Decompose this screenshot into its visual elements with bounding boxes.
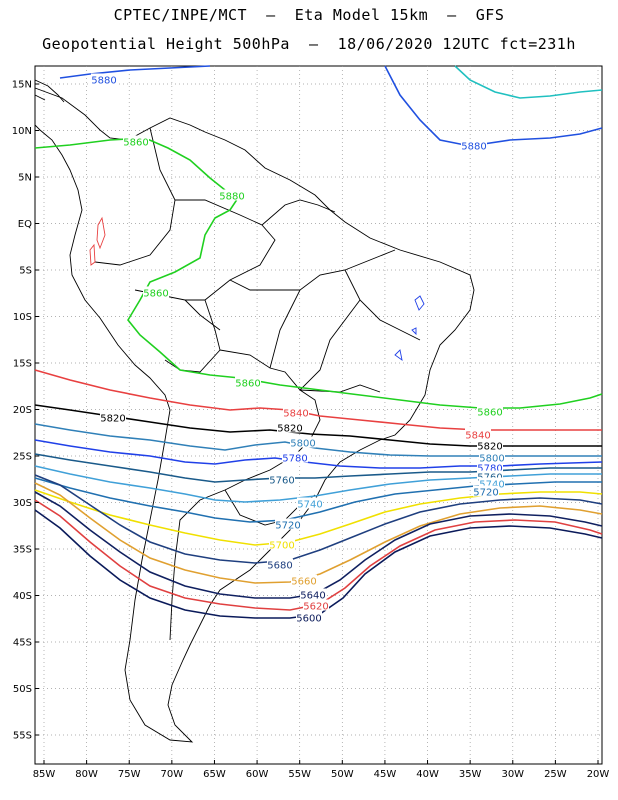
galapagos bbox=[89, 216, 106, 266]
contour-label-bg bbox=[269, 473, 295, 485]
contour-label: 5740 bbox=[479, 480, 504, 491]
lat-tick-label: EQ bbox=[18, 219, 32, 230]
contour-5680 bbox=[34, 474, 603, 564]
lon-tick-label: 25W bbox=[544, 769, 567, 780]
lon-tick-label: 30W bbox=[501, 769, 524, 780]
contour-label-bg bbox=[123, 135, 149, 147]
country-borders bbox=[94, 127, 421, 641]
contour-label: 5720 bbox=[275, 521, 300, 532]
contour-label: 5860 bbox=[123, 138, 148, 149]
contour-label-bg bbox=[282, 451, 308, 463]
contour-label-bg bbox=[235, 376, 261, 388]
contour-label: 5880 bbox=[91, 76, 116, 87]
contour-label: 5600 bbox=[296, 614, 321, 625]
lat-tick-label: 40S bbox=[13, 591, 32, 602]
contour-label: 5820 bbox=[100, 414, 125, 425]
lon-tick-label: 20W bbox=[587, 769, 610, 780]
lat-tick-label: 35S bbox=[13, 545, 32, 556]
contour-label-bg bbox=[477, 461, 503, 473]
lat-tick-label: 15N bbox=[12, 80, 32, 91]
contour-label-bg bbox=[91, 73, 117, 85]
contour-label-bg bbox=[275, 518, 301, 530]
contour-5880-north bbox=[59, 65, 211, 79]
contour-label: 5820 bbox=[477, 442, 502, 453]
contour-label: 5800 bbox=[290, 439, 315, 450]
lat-tick-label: 45S bbox=[13, 638, 32, 649]
contour-label: 5780 bbox=[477, 464, 502, 475]
lat-tick-label: 15S bbox=[13, 359, 32, 370]
lat-tick-label: 20S bbox=[13, 405, 32, 416]
contour-label: 5680 bbox=[267, 561, 292, 572]
contour-label: 5860 bbox=[235, 379, 260, 390]
contour-label: 5700 bbox=[269, 541, 294, 552]
contour-label-bg bbox=[479, 451, 505, 463]
contour-label: 5840 bbox=[465, 431, 490, 442]
contour-label: 5880 bbox=[219, 192, 244, 203]
lat-tick-label: 5S bbox=[19, 266, 32, 277]
contour-label: 5800 bbox=[479, 454, 504, 465]
contour-label-bg bbox=[477, 439, 503, 451]
contour-label-bg bbox=[283, 406, 309, 418]
contour-label-bg bbox=[269, 538, 295, 550]
contour-label: 5860 bbox=[477, 408, 502, 419]
contour-label-bg bbox=[297, 497, 323, 509]
lon-tick-label: 40W bbox=[416, 769, 439, 780]
contour-label-bg bbox=[277, 421, 303, 433]
lakes bbox=[394, 295, 425, 362]
contour-label: 5740 bbox=[297, 500, 322, 511]
contour-label-bg bbox=[100, 411, 126, 423]
contour-label: 5640 bbox=[300, 591, 325, 602]
contour-label-bg bbox=[477, 405, 503, 417]
lon-tick-label: 85W bbox=[33, 769, 56, 780]
contour-label-bg bbox=[143, 286, 169, 298]
contour-label-bg bbox=[303, 599, 329, 611]
lat-tick-label: 50S bbox=[13, 684, 32, 695]
lat-tick-label: 5N bbox=[18, 173, 32, 184]
lat-tick-label: 30S bbox=[13, 498, 32, 509]
contour-label-bg bbox=[479, 477, 505, 489]
title-line-1: CPTEC/INPE/MCT – Eta Model 15km – GFS bbox=[113, 6, 505, 24]
lon-tick-label: 80W bbox=[75, 769, 98, 780]
contour-5700 bbox=[34, 489, 603, 546]
contour-label: 5660 bbox=[291, 577, 316, 588]
contour-label: 5780 bbox=[282, 454, 307, 465]
contour-label: 5820 bbox=[277, 424, 302, 435]
contour-label: 5840 bbox=[283, 409, 308, 420]
contour-label-bg bbox=[267, 558, 293, 570]
lon-tick-label: 50W bbox=[331, 769, 354, 780]
lat-tick-label: 10S bbox=[13, 312, 32, 323]
lon-tick-label: 75W bbox=[118, 769, 141, 780]
lon-tick-label: 60W bbox=[246, 769, 269, 780]
contour-label-bg bbox=[473, 485, 499, 497]
lat-tick-label: 55S bbox=[13, 731, 32, 742]
contour-label: 5860 bbox=[143, 289, 168, 300]
lon-tick-label: 70W bbox=[161, 769, 184, 780]
contour-label: 5720 bbox=[473, 488, 498, 499]
contour-label-bg bbox=[296, 611, 322, 623]
lon-tick-label: 65W bbox=[203, 769, 226, 780]
lat-tick-label: 25S bbox=[13, 452, 32, 463]
contour-5900 bbox=[454, 65, 603, 99]
contour-5860 bbox=[34, 137, 603, 409]
lon-tick-label: 35W bbox=[459, 769, 482, 780]
contour-label-bg bbox=[300, 588, 326, 600]
contour-label-bg bbox=[219, 189, 245, 201]
contour-label: 5760 bbox=[269, 476, 294, 487]
title-line-2: Geopotential Height 500hPa – 18/06/2020 … bbox=[42, 35, 576, 53]
contour-label-bg bbox=[291, 574, 317, 586]
contour-label-bg bbox=[465, 428, 491, 440]
contour-label: 5620 bbox=[303, 602, 328, 613]
contour-label-bg bbox=[461, 139, 487, 151]
contour-label-bg bbox=[477, 470, 503, 482]
lat-tick-label: 10N bbox=[12, 126, 32, 137]
lon-tick-label: 45W bbox=[374, 769, 397, 780]
contour-label-bg bbox=[290, 436, 316, 448]
central-america-coast bbox=[34, 79, 65, 103]
contour-label: 5880 bbox=[461, 142, 486, 153]
lon-tick-label: 55W bbox=[288, 769, 311, 780]
